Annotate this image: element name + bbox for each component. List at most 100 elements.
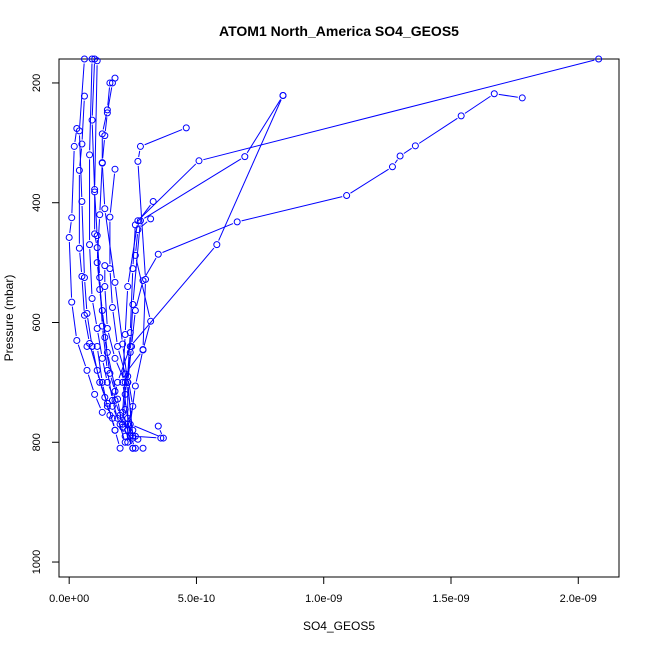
data-point [78,272,86,280]
data-point [139,444,147,452]
data-point [134,226,142,234]
y-axis-label: Pressure (mbar) [2,275,16,362]
series-segment [102,330,108,366]
y-tick-label: 800 [31,433,43,451]
x-axis-label: SO4_GEOS5 [303,619,375,633]
series-segment [104,117,108,132]
series-segment [68,241,73,298]
data-point [139,346,147,354]
series-segment [79,148,82,166]
y-tick-label: 400 [31,194,43,212]
data-point [101,283,109,291]
series-segment [107,374,113,396]
series-segment [135,353,143,382]
series-segment [135,259,151,318]
series-segment [142,283,146,345]
series-segment [97,332,103,355]
series-segment [110,377,115,388]
series-segment [97,374,105,394]
series-17 [101,262,137,434]
series-segment [418,117,458,144]
series-segment [203,59,595,161]
x-tick-label: 1.5e-09 [432,593,469,605]
data-point [91,390,99,398]
data-point [98,408,106,416]
series-segment [403,147,412,154]
data-point [126,329,134,337]
series-segment [118,422,125,439]
data-point [195,157,203,165]
data-point [182,124,190,132]
data-point [103,106,111,114]
data-point [131,382,139,390]
data-point [124,283,132,291]
x-tick-label: 0.0e+00 [49,593,89,605]
data-point [129,265,137,273]
series-segment [129,273,134,329]
series-segment [87,317,92,343]
series-segment [71,150,75,214]
series-segment [96,240,100,274]
series-segment [90,347,97,367]
data-point [101,205,109,213]
data-point [88,295,96,303]
series-segment [140,163,197,218]
series-segment [124,291,128,330]
data-point [73,336,81,344]
data-point [70,142,78,150]
series-segment [127,380,133,402]
data-point [157,434,165,442]
chart-title: ATOM1 North_America SO4_GEOS5 [219,23,459,39]
x-tick-label: 2.0e-09 [560,593,597,605]
data-point [149,198,157,206]
series-segment [159,430,163,435]
data-point [108,79,116,87]
series-segment [102,386,107,403]
data-point [68,298,76,306]
series-segment [91,124,95,188]
data-point [129,301,137,309]
data-point [86,241,94,249]
series-segment [109,173,116,213]
series-segment [162,223,234,253]
data-point [121,378,129,386]
data-point [129,434,137,442]
series-layer [65,55,603,452]
data-point [126,342,134,350]
series-18 [83,342,119,434]
data-point [129,426,137,434]
series-segment [87,374,94,391]
data-point [83,342,91,350]
series-segment [69,222,72,234]
data-point [124,438,132,446]
data-point [106,265,114,273]
data-point [93,57,101,65]
data-point [111,165,119,173]
data-point [93,342,101,350]
data-point [119,378,127,386]
series-segment [89,63,93,151]
y-axis: 200 400 600 800 1000 [31,74,60,574]
series-segment [112,311,118,343]
data-point [96,286,104,294]
series-segment [97,350,103,378]
series-segment [92,302,97,325]
series-segment [79,135,83,198]
series-segment [99,293,105,334]
series-segment [118,350,130,379]
data-point [103,109,111,117]
data-point [147,215,155,223]
data-point [91,186,99,194]
series-segment [122,348,128,378]
data-point [108,396,116,404]
data-point [93,259,101,267]
data-point [103,324,111,332]
series-14 [75,92,114,419]
series-segment [127,353,141,371]
series-segment [218,99,282,241]
series-segment [131,314,136,343]
series-segment [84,282,88,310]
data-point [101,333,109,341]
series-segment [135,234,138,251]
plot-box [58,58,620,578]
